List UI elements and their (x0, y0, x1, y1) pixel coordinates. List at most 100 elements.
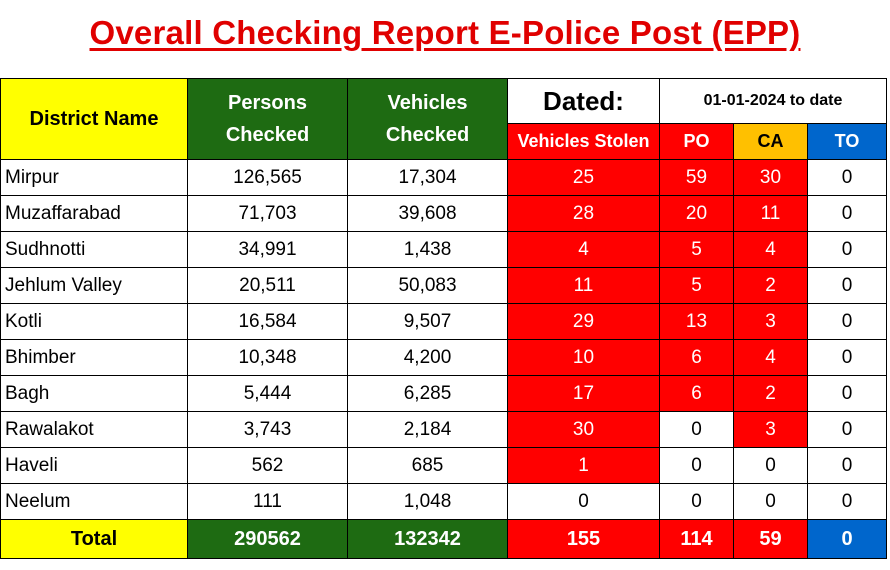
to-cell: 0 (807, 267, 887, 304)
po-cell: 59 (659, 159, 734, 196)
persons-cell: 562 (187, 447, 348, 484)
stolen-cell: 10 (507, 339, 660, 376)
persons-cell: 20,511 (187, 267, 348, 304)
po-cell: 6 (659, 375, 734, 412)
checking-report-table: District Name Persons Checked Vehicles C… (0, 78, 887, 559)
vehicles-cell: 9,507 (347, 303, 508, 340)
table-row: Rawalakot 3,743 2,184 30 0 3 0 (0, 411, 887, 448)
to-cell: 0 (807, 483, 887, 520)
persons-cell: 111 (187, 483, 348, 520)
po-cell: 5 (659, 231, 734, 268)
po-cell: 20 (659, 195, 734, 232)
vehicles-cell: 2,184 (347, 411, 508, 448)
header-district: District Name (0, 78, 188, 160)
persons-cell: 3,743 (187, 411, 348, 448)
header-row-2: Vehicles Stolen PO CA TO (1, 123, 887, 160)
header-po: PO (659, 123, 734, 160)
stolen-cell: 4 (507, 231, 660, 268)
po-cell: 13 (659, 303, 734, 340)
vehicles-cell: 6,285 (347, 375, 508, 412)
header-ca: CA (733, 123, 808, 160)
table-row: Muzaffarabad 71,703 39,608 28 20 11 0 (0, 195, 887, 232)
table-row: Mirpur 126,565 17,304 25 59 30 0 (0, 159, 887, 196)
district-cell: Kotli (0, 303, 188, 340)
ca-cell: 11 (733, 195, 808, 232)
header-to: TO (807, 123, 887, 160)
district-cell: Rawalakot (0, 411, 188, 448)
persons-cell: 71,703 (187, 195, 348, 232)
vehicles-cell: 1,048 (347, 483, 508, 520)
total-po: 114 (659, 519, 734, 559)
po-cell: 0 (659, 447, 734, 484)
table-row: Jehlum Valley 20,511 50,083 11 5 2 0 (0, 267, 887, 304)
header-row-1: District Name Persons Checked Vehicles C… (0, 78, 887, 160)
total-label: Total (0, 519, 188, 559)
total-stolen: 155 (507, 519, 660, 559)
total-row: Total 290562 132342 155 114 59 0 (0, 519, 887, 559)
vehicles-cell: 39,608 (347, 195, 508, 232)
po-cell: 5 (659, 267, 734, 304)
ca-cell: 2 (733, 267, 808, 304)
ca-cell: 3 (733, 303, 808, 340)
report-title: Overall Checking Report E-Police Post (E… (89, 14, 801, 51)
stolen-cell: 30 (507, 411, 660, 448)
to-cell: 0 (807, 303, 887, 340)
header-vehicles-stolen: Vehicles Stolen (507, 123, 660, 160)
district-cell: Neelum (0, 483, 188, 520)
vehicles-cell: 1,438 (347, 231, 508, 268)
ca-cell: 0 (733, 483, 808, 520)
district-cell: Muzaffarabad (0, 195, 188, 232)
po-cell: 6 (659, 339, 734, 376)
total-ca: 59 (733, 519, 808, 559)
district-cell: Jehlum Valley (0, 267, 188, 304)
table-row: Kotli 16,584 9,507 29 13 3 0 (0, 303, 887, 340)
stolen-cell: 11 (507, 267, 660, 304)
to-cell: 0 (807, 411, 887, 448)
stolen-cell: 25 (507, 159, 660, 196)
header-date-range: 01-01-2024 to date (659, 78, 887, 124)
stolen-cell: 28 (507, 195, 660, 232)
ca-cell: 3 (733, 411, 808, 448)
ca-cell: 4 (733, 339, 808, 376)
stolen-cell: 17 (507, 375, 660, 412)
ca-cell: 4 (733, 231, 808, 268)
table-row: Bagh 5,444 6,285 17 6 2 0 (0, 375, 887, 412)
to-cell: 0 (807, 375, 887, 412)
header-dated-label: Dated: (507, 78, 660, 124)
district-cell: Haveli (0, 447, 188, 484)
vehicles-cell: 17,304 (347, 159, 508, 196)
persons-cell: 34,991 (187, 231, 348, 268)
stolen-cell: 1 (507, 447, 660, 484)
table-row: Bhimber 10,348 4,200 10 6 4 0 (0, 339, 887, 376)
stolen-cell: 29 (507, 303, 660, 340)
district-cell: Mirpur (0, 159, 188, 196)
to-cell: 0 (807, 159, 887, 196)
total-vehicles: 132342 (347, 519, 508, 559)
stolen-cell: 0 (507, 483, 660, 520)
ca-cell: 30 (733, 159, 808, 196)
district-cell: Bagh (0, 375, 188, 412)
to-cell: 0 (807, 447, 887, 484)
district-cell: Sudhnotti (0, 231, 188, 268)
po-cell: 0 (659, 411, 734, 448)
ca-cell: 0 (733, 447, 808, 484)
to-cell: 0 (807, 231, 887, 268)
table-row: Sudhnotti 34,991 1,438 4 5 4 0 (0, 231, 887, 268)
total-to: 0 (807, 519, 887, 559)
ca-cell: 2 (733, 375, 808, 412)
persons-cell: 5,444 (187, 375, 348, 412)
persons-cell: 126,565 (187, 159, 348, 196)
header-persons-checked: Persons Checked (187, 78, 348, 160)
vehicles-cell: 4,200 (347, 339, 508, 376)
po-cell: 0 (659, 483, 734, 520)
to-cell: 0 (807, 339, 887, 376)
table-row: Haveli 562 685 1 0 0 0 (0, 447, 887, 484)
persons-cell: 16,584 (187, 303, 348, 340)
table-row: Neelum 111 1,048 0 0 0 0 (0, 483, 887, 520)
total-persons: 290562 (187, 519, 348, 559)
header-vehicles-checked: Vehicles Checked (347, 78, 508, 160)
to-cell: 0 (807, 195, 887, 232)
vehicles-cell: 50,083 (347, 267, 508, 304)
district-cell: Bhimber (0, 339, 188, 376)
vehicles-cell: 685 (347, 447, 508, 484)
